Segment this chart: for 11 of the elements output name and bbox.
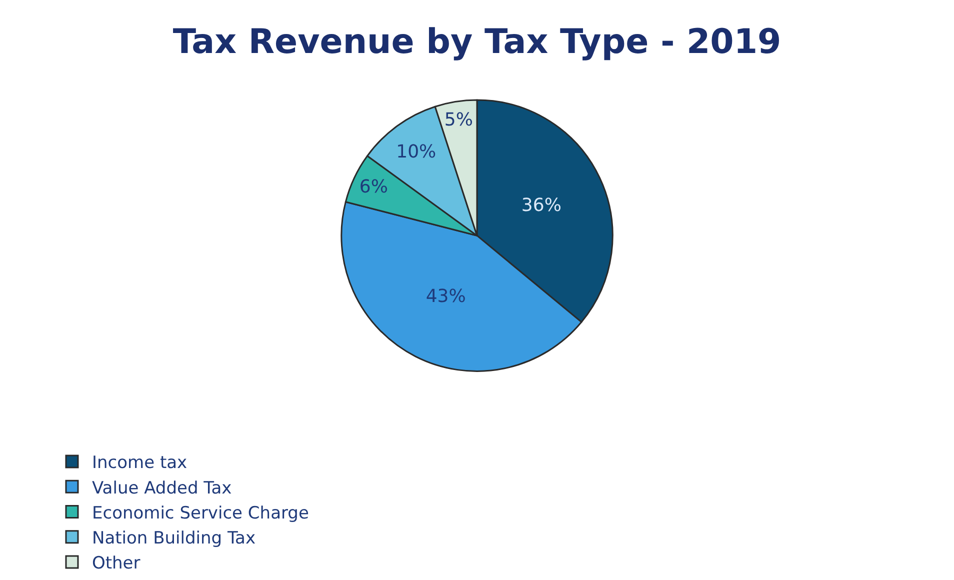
data-label: 36% <box>521 194 562 216</box>
data-label: 5% <box>444 109 473 130</box>
data-label: 10% <box>396 141 436 162</box>
legend-label: Nation Building Tax <box>92 528 256 548</box>
data-label: 43% <box>426 286 466 308</box>
data-label: 6% <box>359 176 388 198</box>
chart-title: Tax Revenue by Tax Type - 2019 <box>172 22 782 62</box>
legend-label: Other <box>92 554 140 574</box>
legend-label: Economic Service Charge <box>92 503 309 524</box>
legend-label: Value Added Tax <box>92 478 232 498</box>
legend-label: Income tax <box>92 453 188 474</box>
